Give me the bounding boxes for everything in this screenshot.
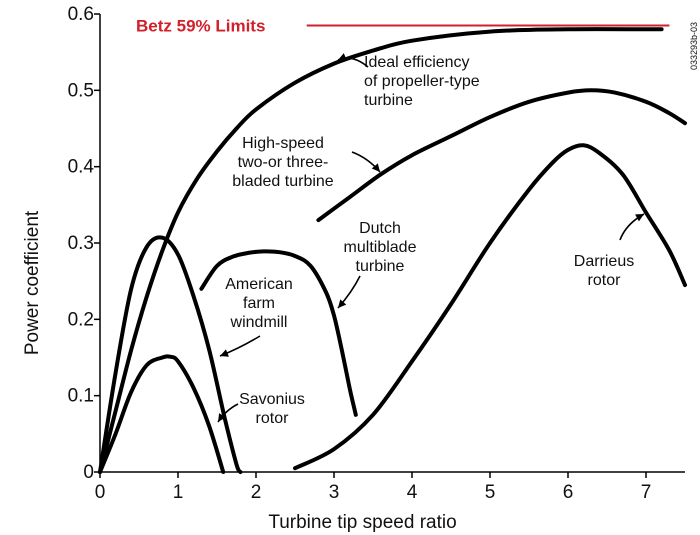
- annotation-text-line: turbine: [364, 92, 413, 109]
- arrowhead: [338, 299, 347, 308]
- annotation-text-line: Darrieus: [574, 253, 634, 270]
- annotation-text-line: of propeller-type: [364, 73, 480, 90]
- series-line-american-farm-windmill: [98, 235, 243, 474]
- figure-id-watermark: 033293b-03: [689, 22, 699, 70]
- x-tick-label: 6: [563, 482, 574, 503]
- annotations: Ideal efficiency of propeller-type turbine…: [217, 53, 645, 427]
- y-tick-label: 0: [83, 462, 94, 483]
- x-axis-title: Turbine tip speed ratio: [268, 512, 456, 533]
- annotation-text-line: turbine: [356, 258, 405, 275]
- annotation-american-farm-windmill: American farm windmill: [219, 276, 293, 357]
- annotation-text-line: two-or three-: [238, 154, 329, 171]
- annotation-text-line: High-speed: [242, 135, 324, 152]
- x-tick-label: 1: [173, 482, 184, 503]
- arrowhead: [635, 214, 644, 222]
- betz-limit-group: Betz 59% Limits: [136, 16, 670, 35]
- tick-labels: 0 1 2 3 4 5 6 7 0 0.1 0.2 0.3 0.4 0.5 0.6: [68, 4, 652, 503]
- series-line-high-speed-two-or-three-bladed-turbine: [316, 88, 687, 223]
- annotation-ideal-efficiency-of-propeller-type-turbine: Ideal efficiency of propeller-type turbine: [337, 53, 480, 109]
- annotation-text-line: Dutch: [359, 220, 401, 237]
- x-tick-label: 3: [329, 482, 340, 503]
- series-line-darrieus-rotor: [293, 143, 687, 471]
- annotation-text-line: Ideal efficiency: [364, 54, 470, 71]
- annotation-text-line: farm: [243, 295, 275, 312]
- arrowhead: [371, 163, 380, 172]
- y-tick-label: 0.5: [68, 80, 94, 101]
- annotation-text-line: multiblade: [344, 239, 417, 256]
- y-axis-title: Power coefficient: [22, 210, 43, 355]
- arrowhead: [338, 53, 347, 61]
- arrowhead: [220, 349, 229, 357]
- annotation-high-speed-two-or-three-bladed-turbine: High-speed two-or three-bladed turbine: [232, 135, 381, 190]
- y-tick-label: 0.3: [68, 233, 94, 254]
- axes: [94, 13, 685, 478]
- annotation-text-line: rotor: [256, 410, 290, 427]
- x-tick-label: 5: [485, 482, 496, 503]
- y-tick-label: 0.1: [68, 386, 94, 407]
- series-line-ideal-efficiency-of-propeller-type-turbine: [98, 27, 664, 474]
- series-curves: [98, 27, 687, 474]
- annotation-text-line: windmill: [230, 314, 288, 331]
- arrowhead: [218, 413, 226, 422]
- x-tick-label: 0: [95, 482, 106, 503]
- x-tick-label: 2: [251, 482, 262, 503]
- annotation-text-line: bladed turbine: [232, 173, 334, 190]
- annotation-text-line: Savonius: [239, 391, 305, 408]
- y-tick-label: 0.6: [68, 4, 94, 25]
- x-tick-label: 7: [641, 482, 652, 503]
- betz-limit-label: Betz 59% Limits: [136, 16, 265, 35]
- series-line-dutch-multiblade-turbine: [199, 249, 358, 417]
- annotation-text-line: rotor: [588, 272, 622, 289]
- series-line-savonius-rotor: [98, 354, 226, 474]
- x-tick-label: 4: [407, 482, 418, 503]
- annotation-darrieus-rotor: Darrieus rotor: [574, 213, 645, 289]
- annotation-dutch-multiblade-turbine: Dutch multiblade turbine: [337, 220, 417, 309]
- annotation-text-line: American: [225, 276, 293, 293]
- annotation-savonius-rotor: Savonius rotor: [217, 391, 305, 427]
- y-tick-label: 0.2: [68, 309, 94, 330]
- y-tick-label: 0.4: [68, 157, 95, 178]
